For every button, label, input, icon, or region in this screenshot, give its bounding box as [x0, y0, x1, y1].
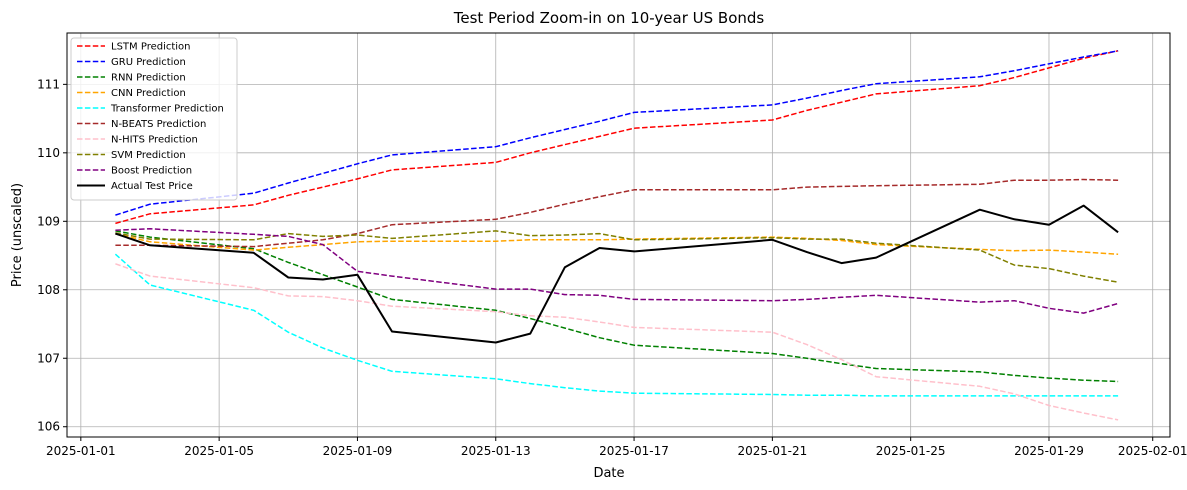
legend-box [70, 37, 238, 201]
x-tick-label: 2025-01-09 [323, 444, 393, 458]
legend-label-4: Transformer Prediction [110, 104, 224, 115]
legend-label-7: SVM Prediction [111, 150, 186, 161]
x-axis-label: Date [593, 466, 624, 481]
plot-frame [66, 32, 1171, 438]
legend-label-8: Boost Prediction [111, 166, 192, 177]
series-line-2 [115, 230, 1119, 383]
y-tick-label: 110 [37, 146, 60, 160]
x-tick-label: 2025-02-01 [1118, 444, 1187, 458]
x-tick-label: 2025-01-05 [184, 444, 254, 458]
series-line-5 [115, 178, 1119, 248]
series-line-6 [115, 263, 1119, 421]
x-axis: 2025-01-01 2025-01-05 2025-01-09 2025-01-13… [46, 437, 1187, 458]
legend-label-6: N-HITS Prediction [111, 135, 198, 146]
y-tick-label: 109 [37, 214, 60, 228]
legend-label-5: N-BEATS Prediction [111, 119, 206, 130]
series-line-0 [115, 50, 1119, 225]
series-line-4 [114, 253, 1119, 397]
series-line-9 [115, 204, 1119, 344]
x-tick-label: 2025-01-13 [461, 444, 531, 458]
x-tick-label: 2025-01-21 [737, 444, 807, 458]
y-tick-label: 108 [37, 283, 60, 297]
legend-label-1: GRU Prediction [111, 57, 186, 68]
y-tick-label: 107 [37, 351, 60, 365]
y-tick-label: 111 [37, 77, 60, 91]
legend: LSTM Prediction GRU Prediction RNN Predict… [70, 37, 238, 201]
series-line-7 [115, 230, 1119, 283]
series-line-3 [115, 232, 1119, 255]
chart-title: Test Period Zoom-in on 10-year US Bonds [453, 9, 765, 27]
legend-label-9: Actual Test Price [111, 181, 193, 192]
grid-layer [67, 33, 1170, 437]
x-tick-label: 2025-01-25 [876, 444, 946, 458]
x-tick-label: 2025-01-01 [46, 444, 116, 458]
legend-label-0: LSTM Prediction [111, 42, 191, 53]
x-tick-label: 2025-01-29 [1014, 444, 1084, 458]
x-tick-label: 2025-01-17 [599, 444, 669, 458]
legend-label-2: RNN Prediction [111, 73, 186, 84]
y-axis: 106 107 108 109 110 111 [37, 77, 67, 434]
legend-label-3: CNN Prediction [111, 88, 186, 99]
series-line-1 [115, 50, 1119, 216]
y-axis-label: Price (unscaled) [10, 183, 25, 287]
series-layer [114, 50, 1119, 421]
series-line-8 [115, 228, 1119, 314]
y-tick-label: 106 [37, 420, 60, 434]
